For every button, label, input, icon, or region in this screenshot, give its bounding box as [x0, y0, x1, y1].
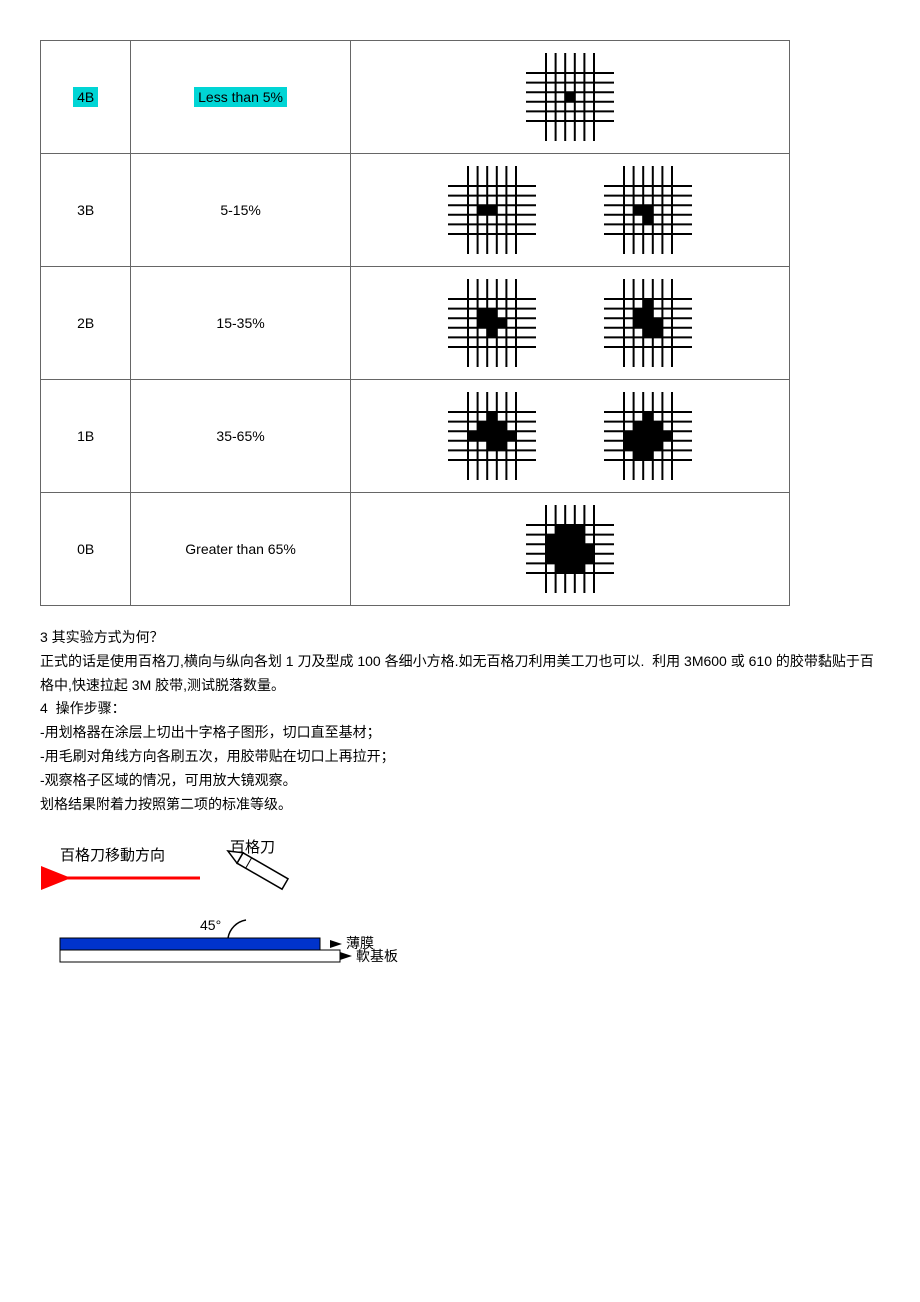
grade-cell: 3B	[41, 154, 131, 267]
question-3: 3 其实验方式为何？	[40, 626, 880, 650]
range-cell: Greater than 65%	[131, 493, 350, 606]
knife-diagram: 百格刀移動方向 百格刀 45° 薄膜 軟基板	[40, 830, 420, 995]
table-row: 2B15-35%	[41, 267, 790, 380]
crosshatch-icon	[444, 275, 540, 371]
grade-cell: 4B	[41, 41, 131, 154]
table-row: 4B Less than 5%	[41, 41, 790, 154]
adhesion-grade-table: 4B Less than 5% 3B5-15%2B15-35%1B35-65%0BG…	[40, 40, 790, 606]
table-row: 1B35-65%	[41, 380, 790, 493]
pattern-cell	[350, 493, 789, 606]
table-row: 0BGreater than 65%	[41, 493, 790, 606]
table-row: 3B5-15%	[41, 154, 790, 267]
range-cell: 35-65%	[131, 380, 350, 493]
substrate-pointer-icon	[340, 952, 352, 960]
paragraph-1: 正式的话是使用百格刀,横向与纵向各划 1 刀及型成 100 各细小方格.如无百格…	[40, 650, 880, 698]
angle-arc	[228, 920, 246, 938]
step-4: 划格结果附着力按照第二项的标准等级。	[40, 793, 880, 817]
pattern-cell	[350, 380, 789, 493]
range-cell: 15-35%	[131, 267, 350, 380]
substrate-label: 軟基板	[356, 948, 398, 964]
pattern-cell	[350, 154, 789, 267]
question-4: 4 操作步骤：	[40, 697, 880, 721]
step-1: -用划格器在涂层上切出十字格子图形，切口直至基材；	[40, 721, 880, 745]
crosshatch-icon	[600, 388, 696, 484]
crosshatch-icon	[522, 501, 618, 597]
film-pointer-icon	[330, 940, 342, 948]
crosshatch-icon	[444, 388, 540, 484]
pattern-cell	[350, 41, 789, 154]
grade-cell: 1B	[41, 380, 131, 493]
range-label: Less than 5%	[194, 87, 287, 107]
range-cell: Less than 5%	[131, 41, 350, 154]
crosshatch-icon	[600, 275, 696, 371]
grade-cell: 2B	[41, 267, 131, 380]
angle-label: 45°	[200, 917, 221, 933]
substrate-layer	[60, 950, 340, 962]
pattern-cell	[350, 267, 789, 380]
range-cell: 5-15%	[131, 154, 350, 267]
grade-cell: 0B	[41, 493, 131, 606]
grade-label: 4B	[73, 87, 98, 107]
crosshatch-icon	[600, 162, 696, 258]
move-direction-label: 百格刀移動方向	[60, 847, 165, 864]
crosshatch-icon	[444, 162, 540, 258]
step-2: -用毛刷对角线方向各刷五次，用胶带贴在切口上再拉开；	[40, 745, 880, 769]
film-layer	[60, 938, 320, 950]
step-3: -观察格子区域的情况，可用放大镜观察。	[40, 769, 880, 793]
crosshatch-icon	[522, 49, 618, 145]
